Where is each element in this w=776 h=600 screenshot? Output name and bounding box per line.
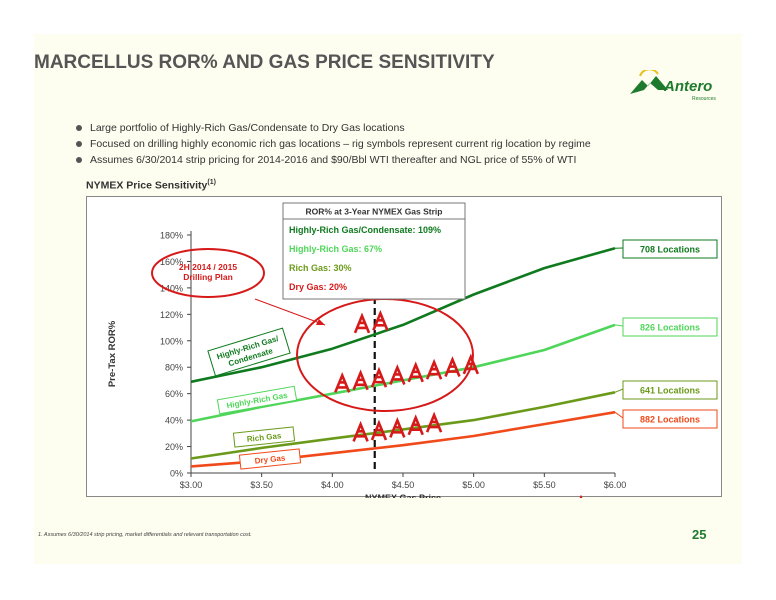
rig-icon (334, 371, 351, 393)
y-tick-label: 20% (165, 442, 183, 452)
inline-label-group: Highly-Rich Gas/Condensate (207, 327, 291, 377)
section-footnote-ref: (1) (207, 179, 216, 186)
y-axis-title: Pre-Tax ROR% (107, 320, 118, 387)
end-label-dry: 882 Locations (640, 415, 700, 425)
rig-icon (462, 353, 480, 375)
x-tick-label: $4.50 (392, 480, 415, 490)
page-title: MARCELLUS ROR% AND GAS PRICE SENSITIVITY (34, 52, 495, 73)
line-chart: 0% 20% 40% 60% 80% 100% 120% 140% 160% 180% $3.00 $… (107, 202, 718, 498)
logo-subtitle: Resources (692, 96, 716, 102)
rig-icon (389, 364, 406, 385)
x-tick-label: $3.00 (180, 480, 203, 490)
end-label-connector (614, 388, 624, 393)
drilling-plan-label: 2H 2014 / 2015 Drilling Plan (179, 262, 237, 282)
y-tick-label: 160% (160, 257, 183, 267)
rig-icon (372, 309, 389, 331)
y-tick-label: 140% (160, 283, 183, 293)
y-tick-label: 100% (160, 336, 183, 346)
drilling-plan-arrow (254, 298, 326, 326)
rig-icon (370, 419, 388, 441)
end-label-connector (614, 411, 624, 419)
x-tick-label: $3.50 (250, 480, 273, 490)
series-line-rich (190, 391, 616, 460)
x-tick-label: $6.00 (604, 480, 627, 490)
end-label-box (622, 317, 718, 337)
bullet-list: Large portfolio of Highly-Rich Gas/Conde… (76, 120, 591, 168)
footnote: 1. Assumes 6/30/2014 strip pricing, mark… (38, 532, 252, 538)
end-label-rich: 641 Locations (640, 386, 700, 396)
y-tick-label: 40% (165, 416, 183, 426)
rig-icon (425, 358, 443, 380)
drilling-plan-ellipse (151, 248, 265, 298)
inline-label-group: Highly-Rich Gas (216, 385, 298, 415)
drilling-plan-arrowhead (316, 319, 325, 325)
bullet-item: Large portfolio of Highly-Rich Gas/Conde… (76, 120, 591, 136)
rig-icon (425, 411, 443, 433)
strip-box-line-hrgc: Highly-Rich Gas/Condensate: 109% (289, 225, 441, 235)
y-tick-label: 60% (165, 389, 183, 399)
rig-icon (389, 416, 406, 438)
x-tick-label: $5.00 (462, 480, 485, 490)
antero-logo-icon (630, 70, 668, 94)
rig-icon (352, 420, 369, 442)
inline-label-box (232, 426, 296, 448)
end-label-box (622, 409, 718, 429)
y-tick-label: 80% (165, 363, 183, 373)
rig-region-ellipse (296, 298, 474, 412)
strip-box-header (282, 202, 466, 220)
x-tick-label: $5.50 (533, 480, 556, 490)
section-title-text: NYMEX Price Sensitivity (86, 179, 208, 192)
end-label-box (622, 380, 718, 400)
section-title: NYMEX Price Sensitivity(1) (86, 179, 216, 192)
bullet-item: Focused on drilling highly economic rich… (76, 136, 591, 152)
strip-box-title: ROR% at 3-Year NYMEX Gas Strip (306, 207, 443, 217)
y-tick-label: 180% (160, 231, 183, 241)
inline-label-box (238, 448, 302, 470)
y-tick-label: 0% (170, 469, 183, 479)
rig-icon (353, 312, 371, 334)
inline-label-rich: Rich Gas (246, 431, 282, 444)
chart-frame: 0% 20% 40% 60% 80% 100% 120% 140% 160% 180% $3.00 $… (86, 196, 722, 498)
end-label-hrgc: 708 Locations (640, 245, 700, 255)
end-label-box (622, 239, 718, 259)
rig-icon (407, 361, 424, 383)
y-tick-label: 120% (160, 310, 183, 320)
inline-label-dry: Dry Gas (254, 453, 286, 465)
bullet-item: Assumes 6/30/2014 strip pricing for 2014… (76, 152, 591, 168)
inline-label-group: Rich Gas (232, 426, 296, 448)
inline-label-group: Dry Gas (238, 448, 302, 470)
rig-icon (370, 366, 388, 388)
rig-icon (407, 414, 424, 436)
end-label-hrg: 826 Locations (640, 323, 700, 333)
x-tick-label: $4.00 (321, 480, 344, 490)
inline-label-box (216, 385, 298, 415)
rig-icon (444, 356, 461, 378)
logo-name: Antero (664, 78, 713, 95)
strip-box-line-red: Dry Gas: 20% (289, 282, 347, 292)
end-label-connector (614, 324, 624, 327)
series-line-hrgc (190, 246, 616, 384)
strip-box-line-rich: Rich Gas: 30% (289, 263, 352, 273)
rig-icon (352, 369, 369, 391)
inline-label-box (207, 327, 291, 377)
strip-box-line-hrg: Highly-Rich Gas: 67% (289, 244, 382, 254)
page-number: 25 (692, 527, 707, 542)
x-axis-title: NYMEX Gas Price (365, 493, 441, 498)
